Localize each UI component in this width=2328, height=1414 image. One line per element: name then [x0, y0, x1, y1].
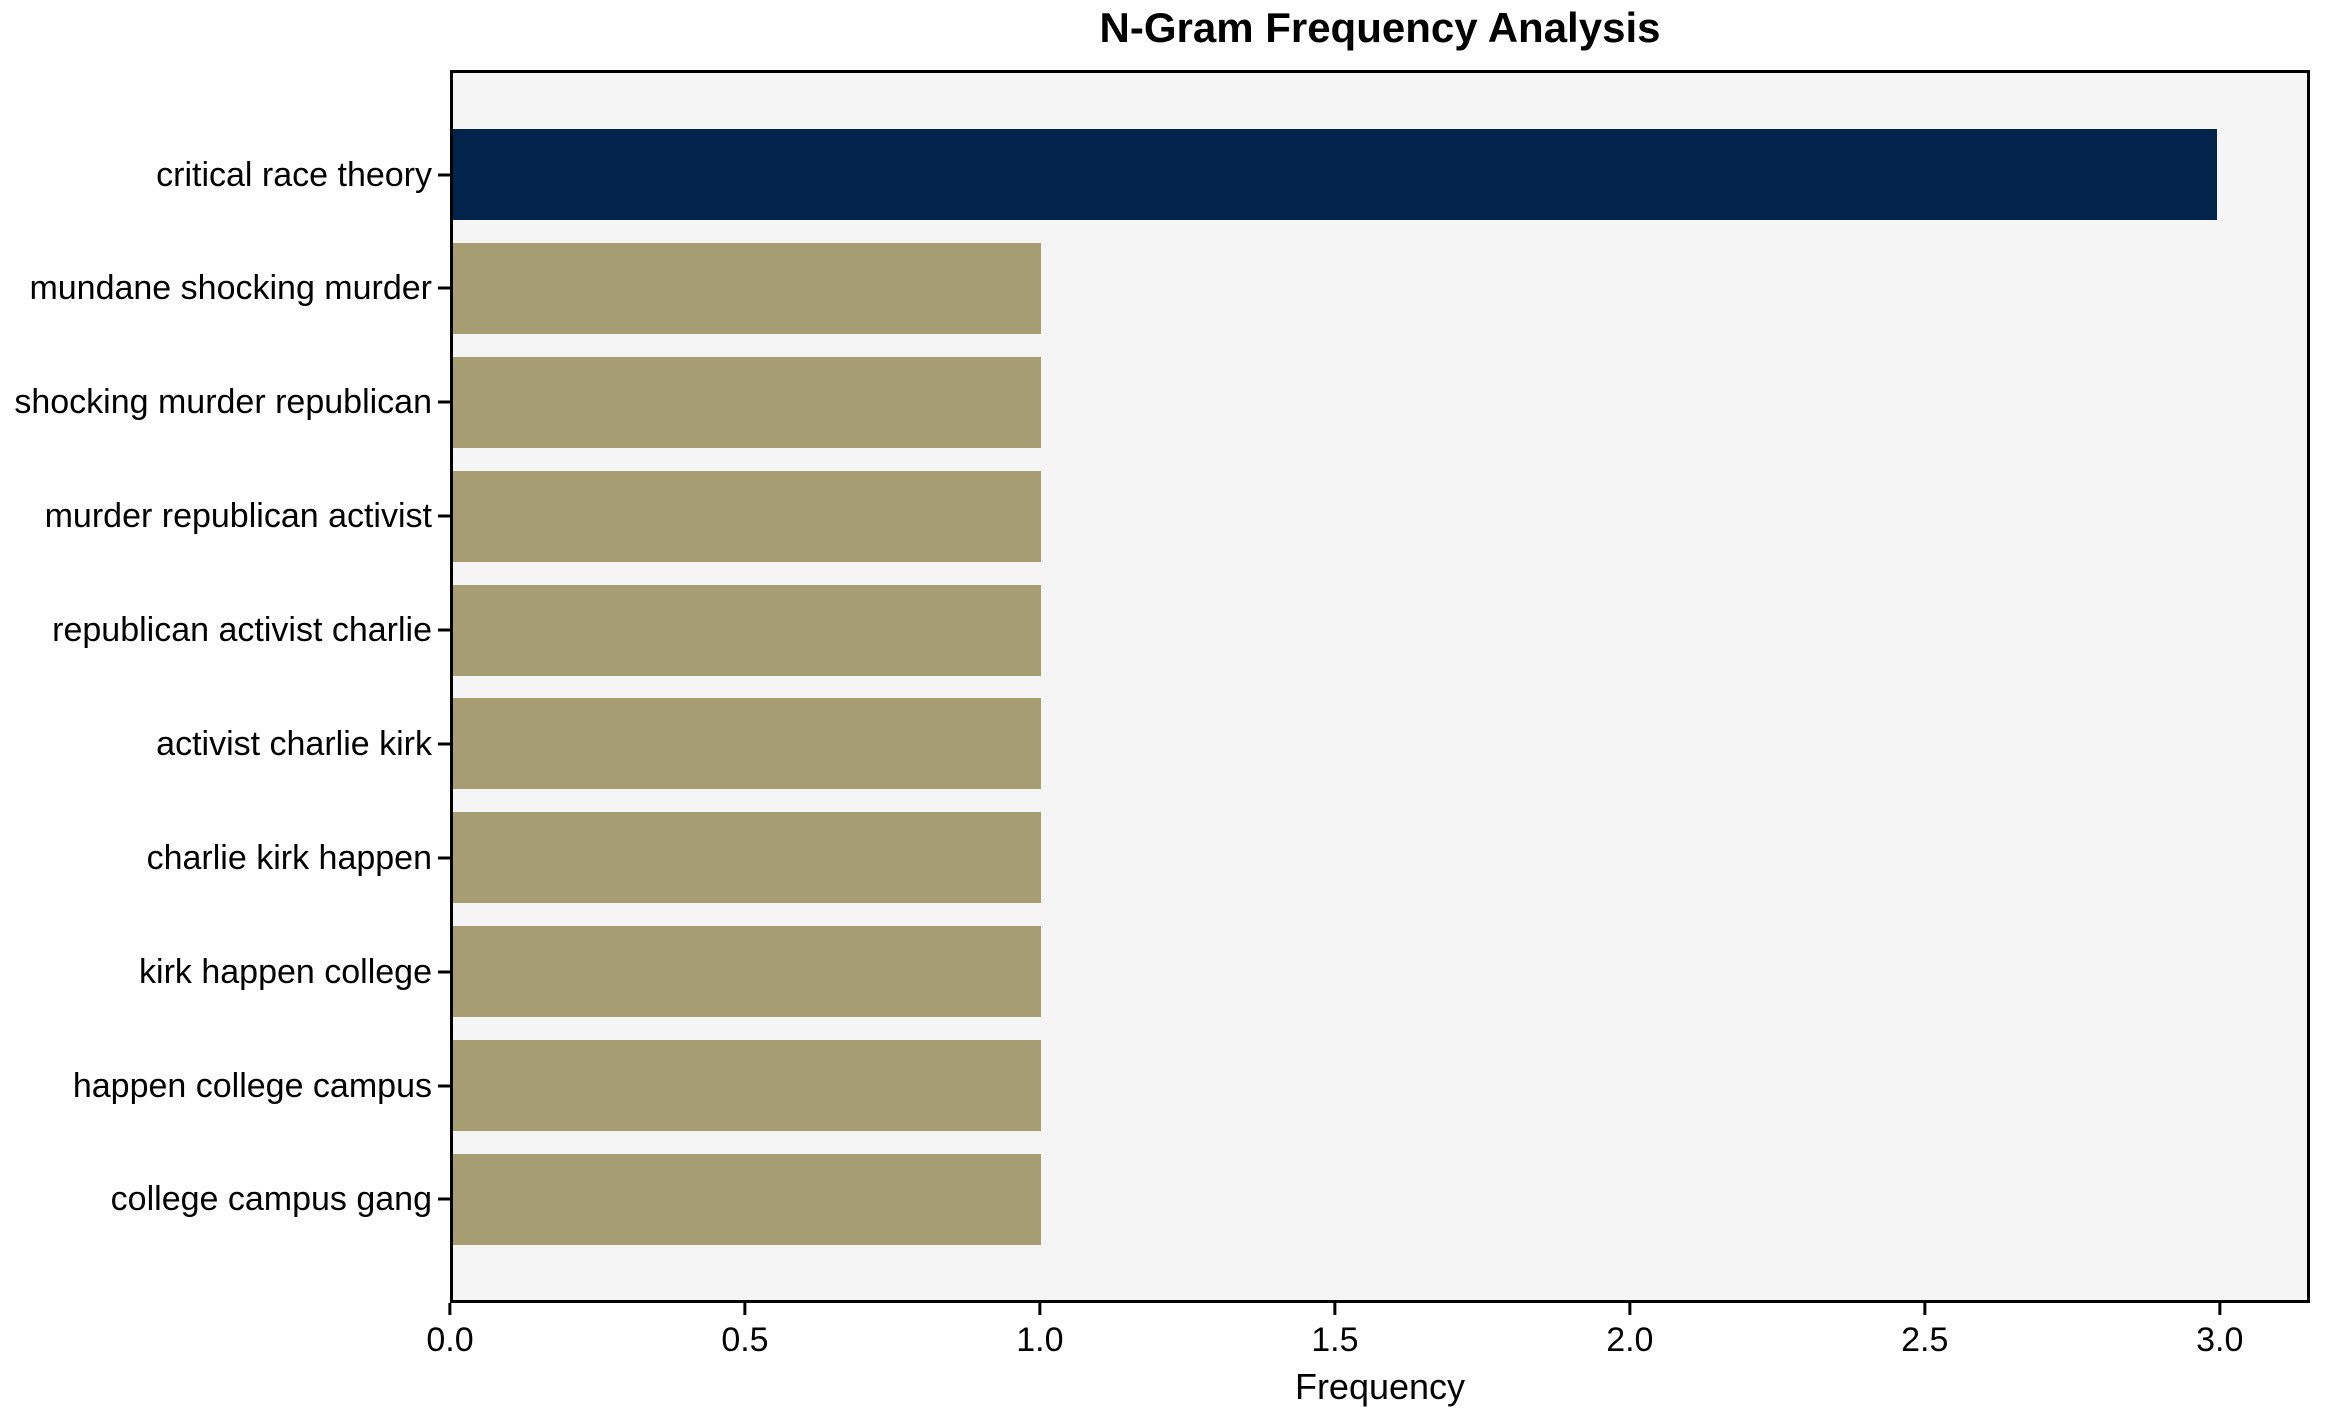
- x-tick-mark: [1333, 1303, 1337, 1315]
- bar: [453, 1153, 1041, 1245]
- y-tick-label: charlie kirk happen: [146, 838, 432, 877]
- bar-row: mundane shocking murder: [29, 242, 2307, 334]
- y-tick-label: activist charlie kirk: [156, 724, 432, 763]
- bar: [453, 129, 2218, 220]
- y-tick-label: kirk happen college: [139, 952, 432, 991]
- x-tick-label: 1.5: [1311, 1321, 1359, 1359]
- x-tick: 3.0: [2196, 1303, 2243, 1357]
- x-tick-mark: [743, 1303, 747, 1315]
- x-tick-label: 0.5: [721, 1321, 769, 1359]
- y-tick-label: republican activist charlie: [52, 611, 432, 649]
- bar: [453, 584, 1041, 676]
- x-tick-label: 0.0: [426, 1321, 474, 1359]
- bar: [453, 812, 1041, 904]
- y-tick-label: happen college campus: [72, 1066, 432, 1105]
- x-tick-mark: [1923, 1303, 1927, 1315]
- bar-row: activist charlie kirk: [156, 698, 2307, 790]
- x-tick: 0.5: [721, 1303, 769, 1359]
- y-tick-label: critical race theory: [156, 155, 432, 194]
- y-tick-mark: [438, 628, 450, 632]
- x-tick: 1.0: [1016, 1303, 1064, 1359]
- x-tick-mark: [1628, 1303, 1632, 1315]
- bar-row: happen college campus: [73, 1040, 2307, 1131]
- bar-row: shocking murder republican: [14, 356, 2307, 448]
- bar-row: murder republican activist: [45, 470, 2307, 562]
- y-tick-mark: [438, 742, 450, 746]
- bar: [453, 698, 1041, 790]
- y-tick-mark: [438, 514, 450, 518]
- bar-row: republican activist charlie: [52, 584, 2307, 676]
- y-tick-mark: [438, 400, 450, 404]
- y-tick-mark: [438, 856, 450, 860]
- plot-area: critical race theory mundane shocking mur…: [14, 70, 2310, 1303]
- x-axis-label: Frequency: [1294, 1366, 1466, 1407]
- x-tick: 2.0: [1606, 1303, 1653, 1357]
- x-tick-label: 2.5: [1901, 1321, 1949, 1359]
- bar: [453, 1040, 1041, 1131]
- y-tick-mark: [438, 286, 450, 290]
- bar-row: kirk happen college: [139, 926, 2307, 1018]
- chart-title: N-Gram Frequency Analysis: [1099, 4, 1661, 51]
- x-tick-mark: [1038, 1303, 1042, 1315]
- y-tick-mark: [438, 1084, 450, 1087]
- y-tick-label: shocking murder republican: [14, 383, 432, 422]
- y-tick-mark: [438, 970, 450, 974]
- bar: [453, 242, 1041, 334]
- y-tick-mark: [438, 173, 450, 176]
- x-tick-label: 1.0: [1016, 1321, 1064, 1359]
- x-tick: 2.5: [1901, 1303, 1948, 1357]
- bar: [453, 356, 1041, 448]
- bars-area: critical race theory mundane shocking mur…: [14, 73, 2307, 1300]
- x-tick: 0.0: [426, 1303, 474, 1359]
- x-tick: 1.5: [1311, 1303, 1358, 1357]
- x-tick-label: 3.0: [2196, 1321, 2244, 1359]
- y-tick-mark: [438, 1197, 450, 1201]
- bar: [453, 470, 1041, 562]
- y-tick-label: college campus gang: [110, 1180, 432, 1219]
- x-tick-label: 2.0: [1606, 1321, 1654, 1359]
- x-tick-mark: [448, 1303, 452, 1315]
- bar-row: charlie kirk happen: [147, 812, 2307, 904]
- bar-row: critical race theory: [156, 129, 2307, 220]
- bar-row: college campus gang: [111, 1153, 2307, 1245]
- y-tick-label: murder republican activist: [44, 497, 432, 536]
- bar: [453, 926, 1041, 1018]
- y-tick-label: mundane shocking murder: [29, 269, 432, 308]
- x-tick-mark: [2218, 1303, 2222, 1315]
